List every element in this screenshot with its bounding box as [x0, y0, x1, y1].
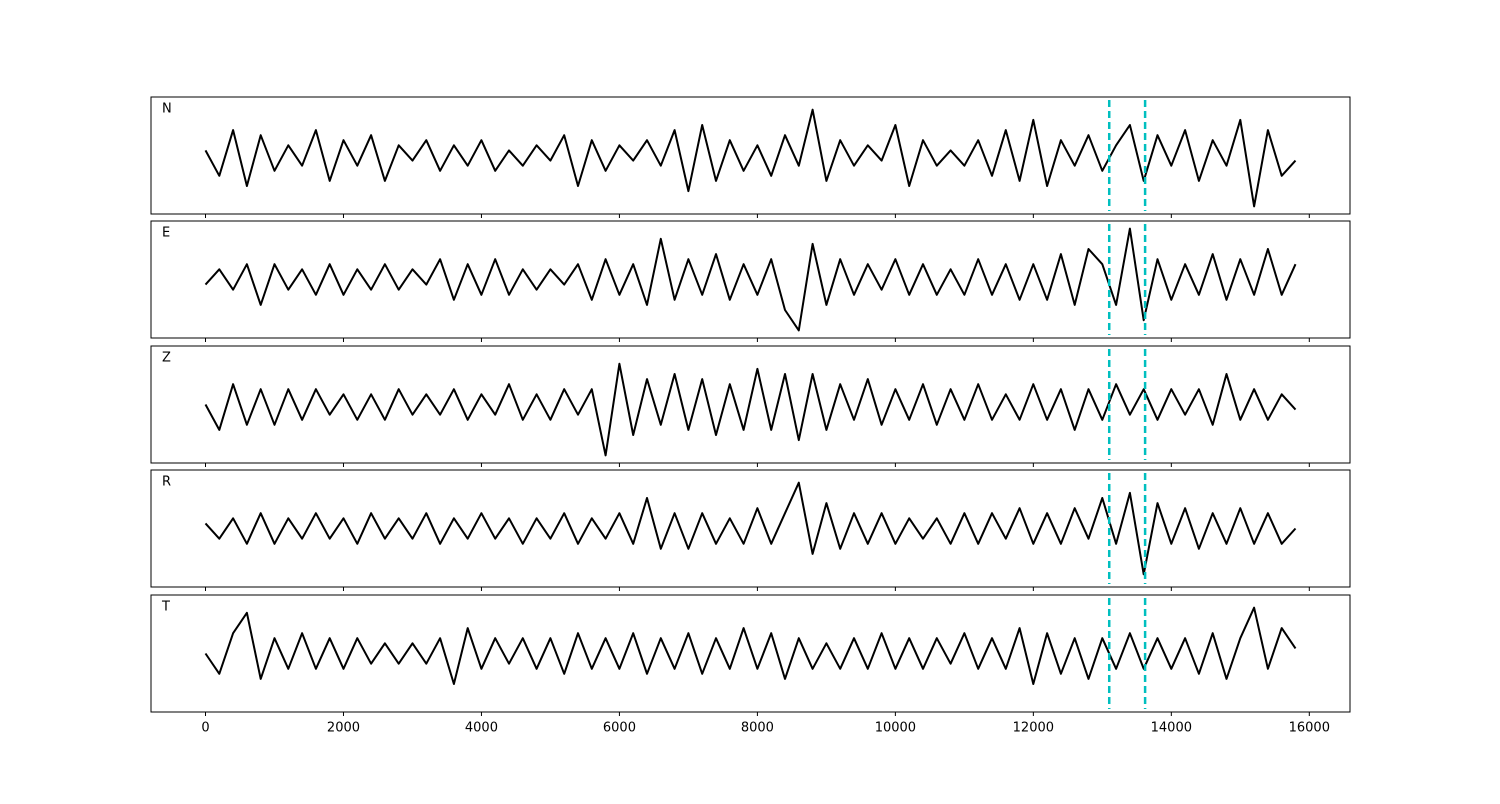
waveform	[204, 227, 1297, 332]
panel-label: N	[162, 102, 172, 117]
panel-frame	[150, 469, 1351, 588]
x-tick-label: 0	[201, 721, 209, 736]
x-tick-label: 16000	[1289, 721, 1330, 736]
panel-frame	[150, 220, 1351, 339]
panel-frame	[150, 96, 1351, 215]
waveform	[204, 606, 1297, 685]
x-tick-label: 8000	[741, 721, 774, 736]
panel-label: E	[162, 226, 170, 241]
panel-label: Z	[162, 351, 171, 366]
x-tick-label: 6000	[603, 721, 636, 736]
x-tick-label: 14000	[1151, 721, 1192, 736]
waveform	[204, 108, 1297, 208]
panel-frame	[150, 345, 1351, 464]
waveform	[204, 481, 1297, 576]
x-tick-label: 10000	[875, 721, 916, 736]
waveform	[204, 362, 1297, 457]
panel-label: T	[161, 600, 170, 615]
panel-label: R	[162, 475, 171, 490]
x-tick-label: 12000	[1013, 721, 1054, 736]
x-tick-label: 4000	[465, 721, 498, 736]
panel-frame	[150, 594, 1351, 713]
x-tick-label: 2000	[327, 721, 360, 736]
